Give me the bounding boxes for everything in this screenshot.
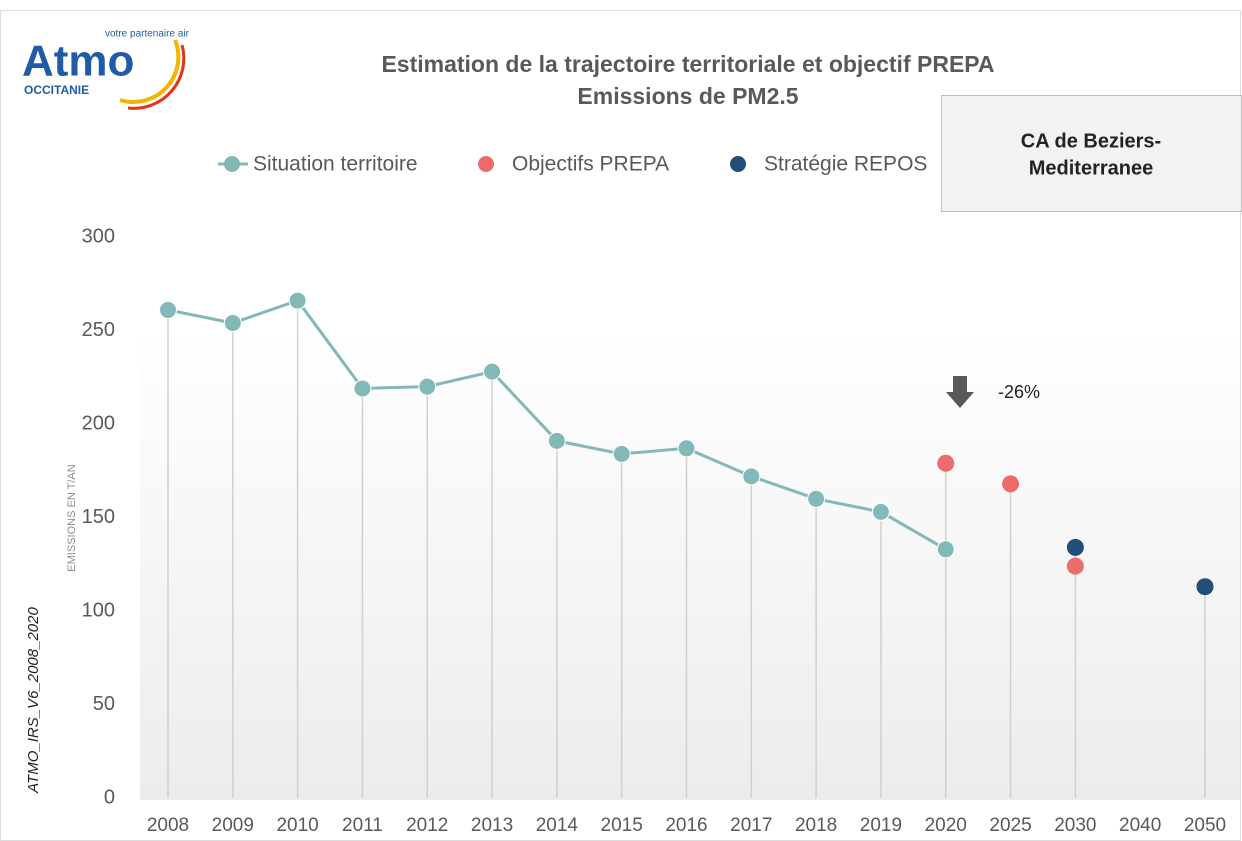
x-tick-label: 2050 <box>1184 815 1226 836</box>
chart-title: Estimation de la trajectoire territorial… <box>381 51 994 77</box>
data-point <box>483 362 502 381</box>
data-point <box>936 540 955 559</box>
data-point <box>1002 475 1020 493</box>
x-tick-label: 2014 <box>536 815 579 836</box>
data-point <box>807 489 826 508</box>
legend-marker <box>730 156 746 172</box>
x-tick-label: 2017 <box>730 815 772 836</box>
data-point <box>288 291 307 310</box>
data-point <box>159 300 177 319</box>
legend-marker <box>224 156 240 172</box>
logo-arc <box>119 39 181 104</box>
y-axis-label: EMISSIONS EN T/AN <box>66 464 78 571</box>
decrease-arrow <box>946 376 974 408</box>
legend-label: Objectifs PREPA <box>512 153 669 176</box>
x-tick-label: 2009 <box>212 815 254 836</box>
plot-background <box>140 330 1240 800</box>
y-tick-label: 0 <box>104 786 115 808</box>
x-tick-label: 2018 <box>795 815 837 836</box>
y-tick-label: 200 <box>82 412 115 434</box>
annotation: -26% <box>998 382 1040 402</box>
x-tick-label: 2020 <box>925 815 967 836</box>
x-tick-label: 2025 <box>989 815 1031 836</box>
territory-label: Mediterranee <box>1029 157 1154 179</box>
x-tick-label: 2016 <box>665 815 707 836</box>
logo-region: OCCITANIE <box>24 83 89 97</box>
x-tick-label: 2013 <box>471 815 513 836</box>
x-tick-label: 2019 <box>860 815 902 836</box>
data-point <box>1066 557 1084 575</box>
territory-label: CA de Beziers- <box>1021 130 1161 152</box>
data-point <box>677 439 696 458</box>
data-point <box>418 377 437 396</box>
x-tick-label: 2012 <box>406 815 448 836</box>
data-point <box>353 379 372 398</box>
legend-marker <box>478 156 494 172</box>
legend-label: Stratégie REPOS <box>764 153 927 176</box>
logo-name: Atmo <box>22 37 134 86</box>
logo-tagline: votre partenaire air <box>105 29 190 40</box>
logo: Atmo votre partenaire air OCCITANIE <box>22 29 190 110</box>
x-tick-label: 2015 <box>601 815 643 836</box>
legend-label: Situation territoire <box>253 153 418 176</box>
y-tick-label: 150 <box>82 506 115 528</box>
data-point <box>937 454 955 472</box>
x-tick-label: 2030 <box>1054 815 1096 836</box>
y-tick-label: 250 <box>82 319 115 341</box>
territory-box <box>941 95 1242 212</box>
data-point <box>223 314 242 333</box>
data-point <box>742 467 761 486</box>
data-point <box>547 431 566 450</box>
data-point <box>1066 538 1084 556</box>
x-tick-label: 2010 <box>276 815 318 836</box>
x-tick-label: 2011 <box>342 815 383 836</box>
source-label: ATMO_IRS_V6_2008_2020 <box>25 607 42 794</box>
y-tick-label: 50 <box>93 693 115 715</box>
data-point <box>612 444 631 463</box>
x-tick-label: 2040 <box>1119 815 1161 836</box>
data-point <box>1196 578 1214 596</box>
x-tick-label: 2008 <box>147 815 189 836</box>
logo-arc <box>127 44 186 110</box>
data-point <box>871 502 890 521</box>
y-tick-label: 300 <box>82 225 115 247</box>
y-tick-label: 100 <box>82 599 115 621</box>
chart-subtitle: Emissions de PM2.5 <box>577 83 798 109</box>
